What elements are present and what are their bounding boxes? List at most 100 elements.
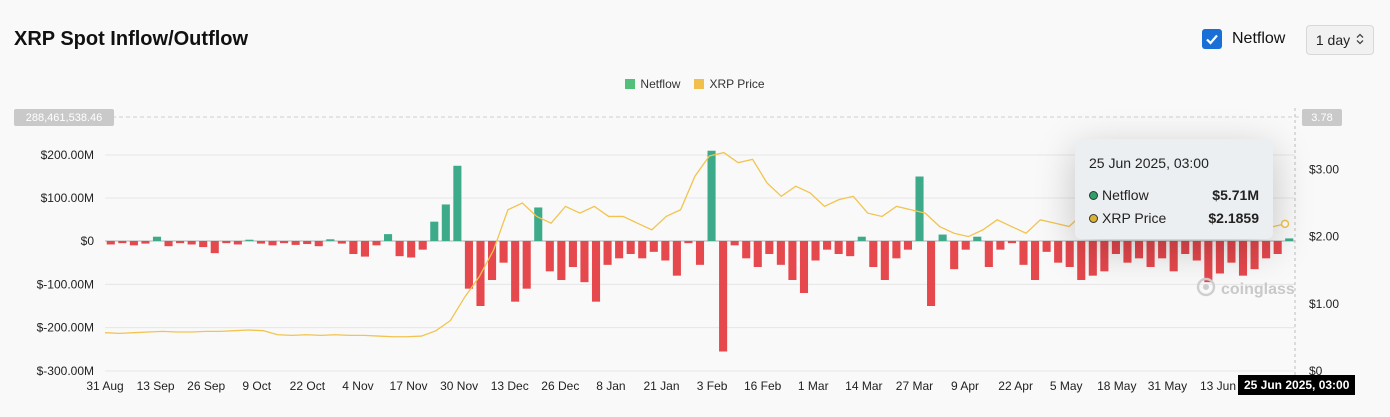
netflow-bar <box>1042 241 1051 252</box>
watermark: coinglass <box>1196 277 1295 302</box>
left-axis-tick-label: $-300.00M <box>37 364 94 378</box>
netflow-bar <box>799 241 809 293</box>
netflow-bar <box>256 241 266 244</box>
netflow-bar <box>314 241 323 247</box>
interval-select[interactable]: 1 day <box>1306 25 1374 55</box>
netflow-bar <box>360 241 369 257</box>
left-axis-tick-label: $200.00M <box>41 148 94 162</box>
netflow-bar <box>661 241 670 261</box>
netflow-bar <box>1169 241 1178 272</box>
netflow-bar <box>1181 241 1190 254</box>
netflow-toggle[interactable]: Netflow <box>1202 29 1285 49</box>
netflow-bar <box>615 241 624 259</box>
netflow-bar <box>164 241 173 247</box>
netflow-bar <box>903 241 913 250</box>
netflow-bar <box>730 241 739 246</box>
netflow-bar <box>1031 241 1040 280</box>
x-axis-tick-label: 16 Feb <box>744 379 782 393</box>
netflow-bar <box>534 207 543 241</box>
netflow-bar <box>1250 241 1259 270</box>
x-axis-tick-label: 13 Dec <box>491 379 529 393</box>
netflow-bar <box>210 241 219 254</box>
netflow-bar <box>1146 241 1155 267</box>
netflow-bar <box>950 241 959 270</box>
right-axis-tick-label: $1.00 <box>1309 297 1339 311</box>
netflow-toggle-label: Netflow <box>1232 30 1286 47</box>
netflow-bar <box>499 241 508 263</box>
netflow-bar <box>129 241 138 246</box>
x-axis-tick-label: 18 May <box>1097 379 1136 393</box>
netflow-bar <box>695 241 705 265</box>
netflow-bar <box>337 241 346 244</box>
netflow-bar <box>1238 241 1248 276</box>
left-axis-tick-label: $100.00M <box>41 191 94 205</box>
netflow-bar <box>199 241 208 248</box>
netflow-bar <box>407 241 416 258</box>
x-axis-tick-label: 14 Mar <box>845 379 882 393</box>
netflow-bar <box>545 241 554 272</box>
netflow-bar <box>626 241 635 254</box>
legend-item-xrp-price[interactable]: XRP Price <box>694 77 765 91</box>
x-axis-tick-label: 26 Dec <box>541 379 579 393</box>
right-axis-max-pill <box>1302 109 1342 126</box>
chart-legend: Netflow XRP Price <box>0 77 1390 91</box>
checkbox-checked-icon[interactable] <box>1202 29 1222 49</box>
x-axis-tick-label: 13 Sep <box>137 379 175 393</box>
netflow-bar <box>1204 241 1213 283</box>
left-axis-max-pill <box>14 109 114 126</box>
netflow-bar <box>1100 241 1109 272</box>
netflow-bar <box>222 241 231 244</box>
x-axis-tick-label: 26 Sep <box>187 379 225 393</box>
netflow-bar <box>568 241 577 267</box>
netflow-bar <box>372 241 381 246</box>
tooltip-title: 25 Jun 2025, 03:00 <box>1089 155 1209 171</box>
netflow-bar <box>152 236 162 241</box>
x-axis-tick-label: 31 Aug <box>86 379 123 393</box>
netflow-dot-icon <box>1089 190 1098 200</box>
left-axis-max-label: 288,461,538.46 <box>26 112 102 124</box>
netflow-bar <box>349 241 358 254</box>
netflow-bar <box>672 241 681 276</box>
price-point-marker <box>1280 219 1290 229</box>
netflow-bar <box>522 241 531 289</box>
netflow-bar <box>430 221 439 241</box>
legend-label-netflow: Netflow <box>640 77 681 91</box>
netflow-bar <box>1273 241 1282 254</box>
netflow-bar <box>823 241 832 250</box>
tooltip-value-netflow: $5.71M <box>1212 187 1259 203</box>
netflow-bar <box>1192 241 1201 261</box>
watermark-text: coinglass <box>1221 280 1295 298</box>
netflow-bar <box>880 241 889 280</box>
x-axis-tick-label: 22 Oct <box>290 379 326 393</box>
netflow-bar <box>1227 241 1236 263</box>
xrp-price-dot-icon <box>1089 213 1098 223</box>
netflow-bar <box>487 241 497 280</box>
left-axis-tick-label: $-200.00M <box>37 321 94 335</box>
x-axis-tick-label: 5 May <box>1050 379 1083 393</box>
right-axis-max-label: 3.78 <box>1311 112 1332 124</box>
netflow-bar <box>1158 241 1167 259</box>
netflow-bar <box>557 241 566 280</box>
legend-label-xrp-price: XRP Price <box>709 77 765 91</box>
netflow-bar <box>1262 241 1271 259</box>
netflow-bar <box>1077 241 1086 280</box>
netflow-bar <box>1007 241 1016 244</box>
x-axis-tick-label: 3 Feb <box>697 379 728 393</box>
netflow-bar <box>811 241 820 261</box>
netflow-bar <box>846 241 855 257</box>
netflow-bar <box>326 239 335 241</box>
netflow-bar <box>973 236 982 241</box>
netflow-bar <box>938 234 947 241</box>
chart-tooltip: 25 Jun 2025, 03:00 Netflow $5.71M XRP Pr… <box>1075 139 1273 239</box>
tooltip-value-xrp-price: $2.1859 <box>1208 210 1259 226</box>
netflow-bar <box>591 241 601 302</box>
x-axis-tick-label: 22 Apr <box>998 379 1033 393</box>
netflow-bar <box>1019 241 1028 265</box>
netflow-bar <box>1285 238 1294 241</box>
legend-item-netflow[interactable]: Netflow <box>625 77 680 91</box>
netflow-bar <box>268 241 277 246</box>
netflow-bar <box>384 234 393 241</box>
netflow-bar <box>395 241 404 257</box>
netflow-bar <box>649 241 658 252</box>
